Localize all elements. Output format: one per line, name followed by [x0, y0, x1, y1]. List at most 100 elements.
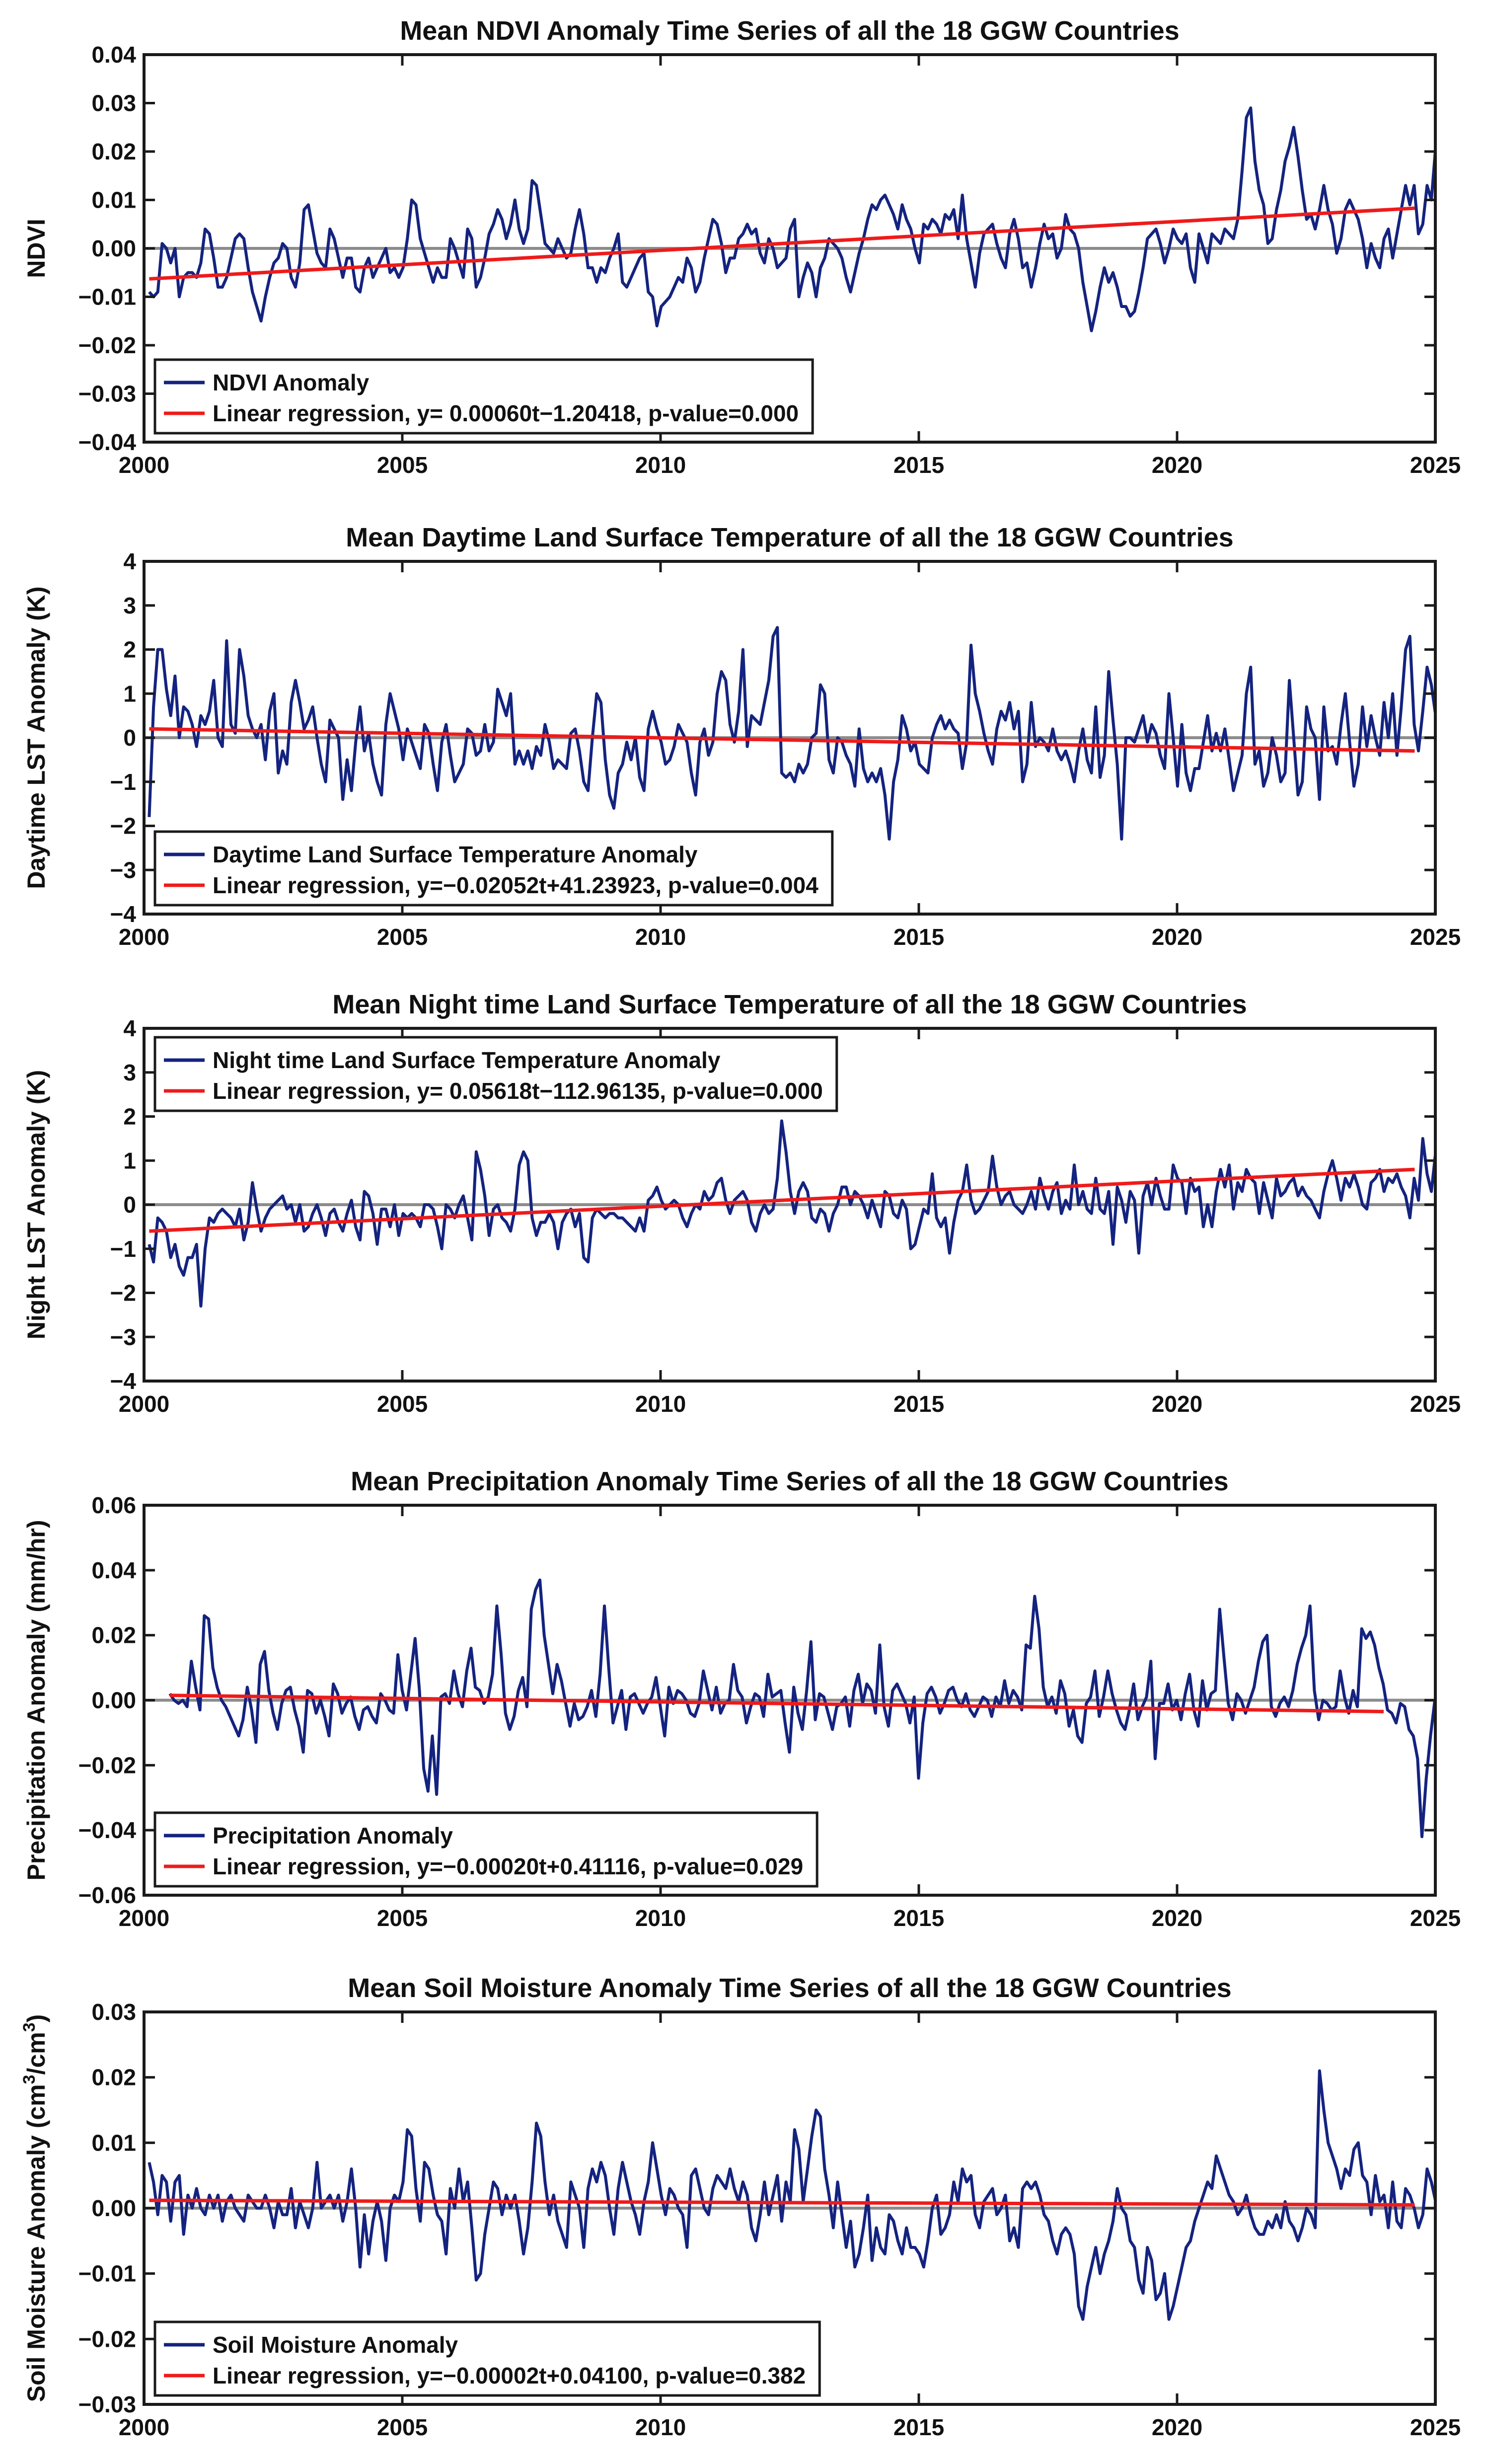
x-tick-label: 2000	[119, 1905, 169, 1931]
y-tick-label: 0.03	[91, 90, 136, 116]
legend-regression-label: Linear regression, y=−0.00002t+0.04100, …	[213, 2363, 806, 2388]
y-axis-label: Daytime LST Anomaly (K)	[22, 586, 50, 889]
legend-box	[153, 830, 834, 907]
y-tick-label: −2	[110, 813, 136, 839]
y-axis-label: Soil Moisture Anomaly (cm3/cm3)	[20, 2014, 50, 2402]
legend-box	[153, 1811, 818, 1888]
chart-title: Mean NDVI Anomaly Time Series of all the…	[400, 16, 1179, 46]
y-tick-label: −2	[110, 1280, 136, 1306]
legend-anomaly-label: Night time Land Surface Temperature Anom…	[213, 1047, 721, 1073]
panel-soil-moisture: Mean Soil Moisture Anomaly Time Series o…	[20, 1973, 1461, 2440]
legend: NDVI Anomaly Linear regression, y= 0.0006…	[153, 358, 814, 435]
legend: Daytime Land Surface Temperature Anomaly…	[153, 830, 834, 907]
x-tick-label: 2020	[1152, 924, 1202, 950]
legend-regression-label: Linear regression, y= 0.05618t−112.96135…	[213, 1078, 823, 1104]
legend-anomaly-label: NDVI Anomaly	[213, 370, 370, 395]
x-tick-label: 2015	[893, 1391, 944, 1417]
x-tick-label: 2025	[1410, 452, 1461, 478]
panel-precipitation: Mean Precipitation Anomaly Time Series o…	[22, 1466, 1461, 1931]
legend-box	[153, 358, 814, 435]
legend-box	[153, 1036, 838, 1112]
x-tick-label: 2015	[893, 1905, 944, 1931]
legend-regression-label: Linear regression, y=−0.02052t+41.23923,…	[213, 872, 818, 898]
x-tick-label: 2025	[1410, 2414, 1461, 2440]
y-tick-label: 4	[123, 1015, 136, 1041]
x-tick-label: 2020	[1152, 1905, 1202, 1931]
panel-ndvi: Mean NDVI Anomaly Time Series of all the…	[22, 16, 1461, 478]
y-tick-label: 1	[123, 1148, 136, 1173]
x-tick-label: 2015	[893, 452, 944, 478]
x-tick-label: 2025	[1410, 1905, 1461, 1931]
chart-title: Mean Night time Land Surface Temperature…	[332, 990, 1247, 1019]
y-tick-label: 0.02	[91, 2065, 136, 2090]
x-tick-label: 2005	[377, 924, 428, 950]
y-tick-label: 0.04	[91, 42, 136, 68]
y-tick-label: −0.03	[78, 2391, 136, 2417]
y-axis-label-part: )	[22, 2014, 50, 2023]
regression-line	[149, 206, 1415, 281]
legend-anomaly-label: Daytime Land Surface Temperature Anomaly	[213, 842, 698, 867]
y-axis-label: NDVI	[22, 219, 50, 278]
y-tick-label: −1	[110, 1236, 136, 1262]
panel-night-lst: Mean Night time Land Surface Temperature…	[22, 990, 1461, 1417]
y-tick-label: 0.06	[91, 1492, 136, 1518]
legend-regression-label: Linear regression, y=−0.00020t+0.41116, …	[213, 1853, 803, 1879]
y-tick-label: 4	[123, 548, 136, 574]
legend-anomaly-label: Precipitation Anomaly	[213, 1823, 453, 1848]
x-tick-label: 2010	[635, 924, 686, 950]
x-tick-label: 2020	[1152, 452, 1202, 478]
x-tick-label: 2025	[1410, 924, 1461, 950]
y-tick-label: −3	[110, 857, 136, 883]
regression-line	[169, 1694, 1384, 1713]
y-tick-label: −4	[110, 1368, 137, 1394]
legend-anomaly-label: Soil Moisture Anomaly	[213, 2332, 458, 2358]
y-tick-label: 0.02	[91, 139, 136, 164]
x-tick-label: 2010	[635, 1905, 686, 1931]
chart-title: Mean Daytime Land Surface Temperature of…	[346, 523, 1233, 552]
y-tick-label: 0	[123, 725, 136, 751]
x-tick-label: 2025	[1410, 1391, 1461, 1417]
x-tick-label: 2005	[377, 452, 428, 478]
y-tick-label: 3	[123, 593, 136, 618]
y-tick-label: 0	[123, 1192, 136, 1218]
legend-regression-label: Linear regression, y= 0.00060t−1.20418, …	[213, 400, 799, 426]
y-axis-label-text: Soil Moisture Anomaly (cm	[22, 2084, 50, 2402]
legend: Soil Moisture Anomaly Linear regression, …	[153, 2320, 821, 2397]
y-tick-label: −0.01	[78, 284, 136, 310]
y-tick-label: −0.04	[78, 1817, 137, 1843]
y-tick-label: 2	[123, 637, 136, 663]
y-tick-label: −0.02	[78, 1752, 136, 1778]
x-tick-label: 2005	[377, 1391, 428, 1417]
panel-daytime-lst: Mean Daytime Land Surface Temperature of…	[22, 523, 1461, 950]
y-axis-label-part: 3	[20, 2022, 39, 2032]
regression-line	[149, 2198, 1415, 2207]
y-tick-label: −0.02	[78, 2326, 136, 2352]
y-axis-label-part: /cm	[22, 2032, 50, 2075]
anomaly-series-line	[148, 2069, 1435, 2321]
y-tick-label: −0.03	[78, 381, 136, 407]
y-tick-label: 0.02	[91, 1622, 136, 1648]
y-axis-label: Precipitation Anomaly (mm/hr)	[22, 1520, 50, 1880]
y-tick-label: 0.00	[91, 235, 136, 261]
x-tick-label: 2000	[119, 2414, 169, 2440]
y-tick-label: 2	[123, 1104, 136, 1130]
x-tick-label: 2020	[1152, 2414, 1202, 2440]
x-tick-label: 2010	[635, 1391, 686, 1417]
y-tick-label: 0.01	[91, 2130, 136, 2156]
y-tick-label: 3	[123, 1060, 136, 1085]
anomaly-series-line	[148, 626, 1435, 841]
y-tick-label: 0.03	[91, 1999, 136, 2025]
y-tick-label: 0.04	[91, 1557, 136, 1583]
x-tick-label: 2005	[377, 2414, 428, 2440]
x-tick-label: 2000	[119, 452, 169, 478]
legend-box	[153, 2320, 821, 2397]
y-tick-label: 0.00	[91, 2195, 136, 2221]
y-tick-label: −3	[110, 1324, 136, 1350]
legend: Night time Land Surface Temperature Anom…	[153, 1036, 838, 1112]
y-axis-label-part: 3	[20, 2075, 39, 2084]
y-axis-label: Night LST Anomaly (K)	[22, 1070, 50, 1340]
x-tick-label: 2015	[893, 924, 944, 950]
x-tick-label: 2015	[893, 2414, 944, 2440]
y-tick-label: 0.01	[91, 187, 136, 213]
